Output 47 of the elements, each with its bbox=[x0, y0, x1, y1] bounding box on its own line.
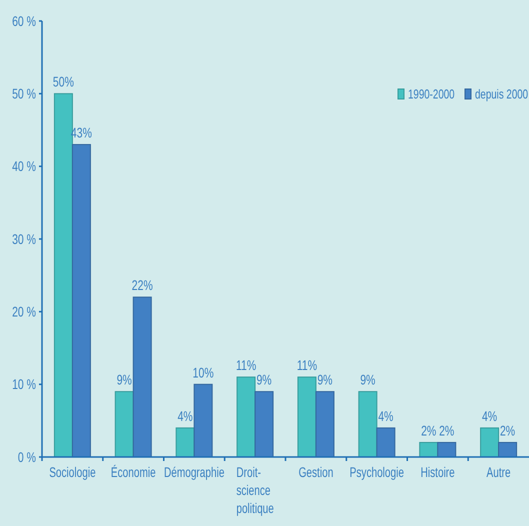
data-label: 2% bbox=[500, 423, 516, 439]
data-label: 9% bbox=[116, 372, 132, 388]
y-tick-label: 10 % bbox=[12, 376, 36, 393]
bar bbox=[194, 384, 213, 458]
y-tick-label: 50 % bbox=[12, 86, 36, 102]
bar bbox=[358, 391, 378, 458]
bar bbox=[114, 391, 134, 458]
y-tick-label: 0 % bbox=[18, 449, 36, 466]
bar bbox=[236, 376, 256, 458]
data-label: 2% bbox=[439, 423, 454, 439]
data-label: 11% bbox=[296, 358, 318, 374]
bar bbox=[376, 427, 396, 458]
x-tick-label: Histoire bbox=[420, 464, 455, 480]
data-label: 50% bbox=[52, 74, 74, 90]
y-tick-label: 20 % bbox=[12, 304, 36, 320]
x-tick-label: Démographie bbox=[164, 464, 225, 480]
x-tick-label: Gestion bbox=[298, 464, 334, 480]
bar bbox=[254, 391, 274, 458]
bar bbox=[480, 427, 500, 458]
bar bbox=[315, 391, 334, 458]
x-tick-label: Psychologie bbox=[350, 464, 404, 480]
bar bbox=[176, 427, 195, 458]
data-label: 4% bbox=[378, 408, 394, 424]
data-label: 9% bbox=[360, 372, 376, 388]
data-label: 9% bbox=[317, 372, 333, 388]
bar bbox=[54, 93, 73, 458]
data-label: 4% bbox=[482, 408, 498, 424]
data-label: 2% bbox=[421, 423, 436, 439]
x-tick-label: Économie bbox=[110, 464, 156, 480]
data-label: 10% bbox=[192, 364, 214, 381]
bar bbox=[72, 144, 91, 458]
y-tick-label: 30 % bbox=[12, 231, 36, 248]
x-tick-label: Droit-science politique bbox=[236, 464, 274, 516]
y-tick-label: 60 % bbox=[12, 13, 36, 30]
legend-label: depuis 2000 bbox=[475, 88, 528, 102]
bar bbox=[498, 442, 518, 458]
legend-label: 1990-2000 bbox=[408, 88, 455, 102]
bar bbox=[132, 296, 152, 458]
data-label: 22% bbox=[132, 278, 153, 294]
x-tick-label: Autre bbox=[486, 464, 511, 480]
data-label: 11% bbox=[236, 358, 256, 374]
data-label: 9% bbox=[256, 372, 272, 388]
bar bbox=[437, 442, 456, 458]
x-tick-label: Sociologie bbox=[49, 464, 96, 480]
data-label: 4% bbox=[178, 408, 193, 424]
bar bbox=[297, 376, 316, 458]
y-tick-label: 40 % bbox=[12, 158, 36, 175]
